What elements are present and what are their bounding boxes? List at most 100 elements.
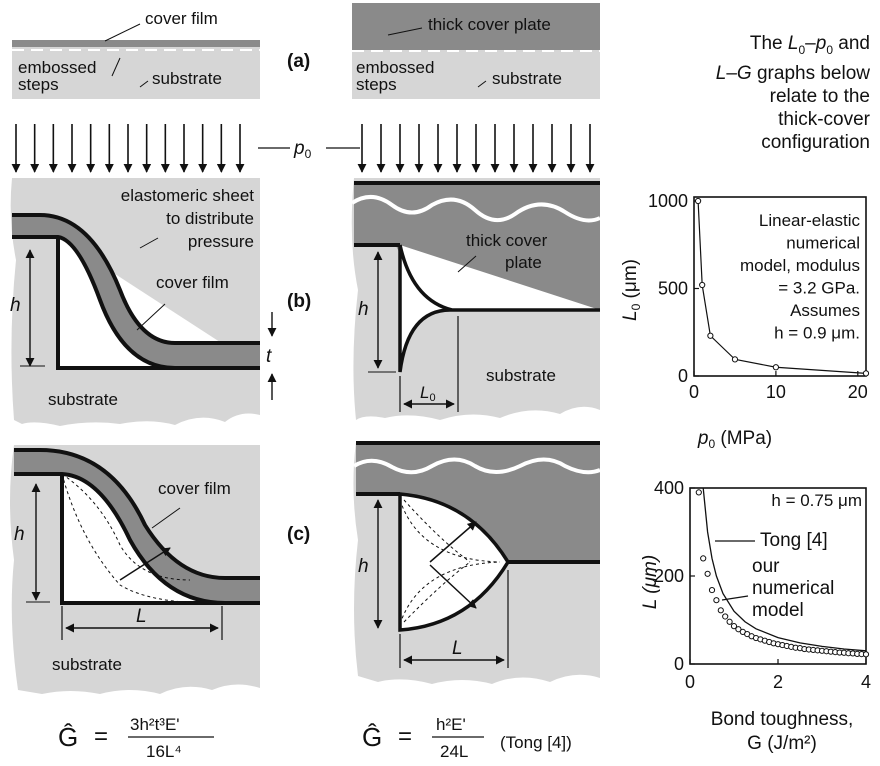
label-elastomeric-l1: elastomeric sheet [121, 186, 255, 205]
chart1-xtick-label: 20 [848, 382, 868, 402]
chart1-annotation-line: Assumes [790, 301, 860, 320]
elastomer-interface-c [352, 457, 601, 475]
chart2-xlabel-l2: G (J/m²) [747, 733, 817, 754]
panel-a: cover film embossed steps substrate (a) … [12, 3, 600, 99]
chart2-point [700, 555, 707, 562]
chart1-annotation-line: numerical [786, 234, 860, 253]
chart1-xtick-label: 0 [689, 382, 699, 402]
chart2-xlabel-l1: Bond toughness, [711, 709, 854, 730]
label-t: t [266, 346, 272, 367]
chart2-point [717, 607, 724, 614]
label-thick-cover-l1: thick cover [466, 231, 548, 250]
chart1-ytick-label: 1000 [648, 191, 688, 211]
label-substrate-a-right: substrate [492, 69, 562, 88]
chart1-annotation: Linear-elastic numerical model, modulus = 3… [740, 211, 861, 343]
arrow-c-right-down [429, 564, 477, 609]
chart1-ylabel: L0 (μm) [620, 259, 643, 321]
substrate-a-left [12, 47, 260, 99]
chart1-axes [693, 196, 867, 377]
panel-label-a: (a) [287, 51, 310, 72]
chart1-ticks: 0 10 20 0 500 1000 [648, 191, 868, 402]
chart1-xlabel: p0 (MPa) [697, 428, 772, 451]
config-note-line5: configuration [761, 131, 870, 153]
config-note-line1: The L0–p0 and [749, 33, 870, 57]
formula-left-eq: = [94, 723, 108, 750]
substrate-a-right [352, 50, 600, 99]
label-L-c-left: L [136, 606, 147, 627]
chart2-series-tong [702, 488, 866, 652]
void-c-right [398, 492, 511, 632]
chart1-xtick-label: 10 [766, 382, 786, 402]
label-substrate-b-left: substrate [48, 390, 118, 409]
elastomer-interface-b [350, 195, 601, 223]
cover-film-c-left [14, 450, 260, 603]
chart2-point [726, 618, 733, 625]
label-steps-a-right: steps [356, 75, 397, 94]
label-h-b-right: h [358, 299, 369, 320]
chart1-annotation-line: h = 0.9 μm. [774, 324, 860, 343]
chart2-point [735, 626, 742, 633]
label-substrate-b-right: substrate [486, 366, 556, 385]
chart1-point [731, 356, 739, 363]
elastomeric-sheet-b [12, 178, 260, 345]
label-embossed-a-right: embossed [356, 58, 434, 77]
chart2-ticks: 0 2 4 0 200 400 [654, 478, 871, 692]
chart2-point [704, 570, 711, 577]
chart2-legend-model-l2: numerical [752, 578, 834, 599]
label-h-c-left: h [14, 524, 25, 545]
chart2-legend-tong: Tong [4] [760, 530, 828, 551]
formula-right-num: h²E' [436, 715, 466, 734]
pressure-arrows-left [11, 124, 245, 173]
label-substrate-c-left: substrate [52, 655, 122, 674]
label-elastomeric-l3: pressure [188, 232, 254, 251]
arrow-c-left [119, 547, 171, 581]
void-b-right [398, 244, 600, 373]
chart2-point [722, 613, 729, 620]
chart1-ytick-label: 500 [658, 279, 688, 299]
chart2-legend-model-l1: our [752, 556, 780, 577]
panel-c-right: h L [352, 441, 601, 684]
formula-left: Ĝ = 3h²t³E' 16L⁴ [58, 715, 214, 761]
chart1-point [694, 197, 702, 205]
label-pressure: p0 [293, 138, 312, 161]
pressure-arrows-right [357, 124, 595, 173]
chart2-ytick-label: 200 [654, 566, 684, 586]
chart2-point [862, 651, 870, 658]
chart2-series [695, 488, 870, 658]
chart2-xtick-label: 2 [773, 672, 783, 692]
config-note-line4: thick-cover [778, 108, 870, 130]
label-embossed-a-left: embossed [18, 58, 96, 77]
chart-L0-vs-p0: 0 10 20 0 500 1000 Linear-elastic numerical mod… [620, 191, 870, 451]
label-thick-cover-plate-a: thick cover plate [428, 15, 551, 34]
chart2-legend-model-l3: model [752, 600, 804, 621]
chart2-point [713, 597, 720, 604]
chart2-xtick-label: 4 [861, 672, 871, 692]
chart2-xtick-label: 0 [685, 672, 695, 692]
label-h-b-left: h [10, 295, 21, 316]
formula-left-lhs: Ĝ [58, 722, 78, 752]
chart1-point [772, 364, 780, 371]
chart-L-vs-G: 0 2 4 0 200 400 h = 0.75 μm Tong [4] our nume… [640, 478, 871, 754]
config-note-line2: L–G graphs below [715, 62, 870, 84]
label-cover-film-b: cover film [156, 273, 229, 292]
chart1-point [707, 332, 714, 339]
label-cover-film-a: cover film [145, 9, 218, 28]
formula-right: Ĝ = h²E' 24L (Tong [4]) [362, 715, 572, 761]
formula-right-eq: = [398, 723, 412, 750]
chart1-series-line [697, 200, 867, 374]
chart1-frame [693, 196, 867, 377]
config-note: The L0–p0 and L–G graphs below relate to… [660, 32, 870, 154]
formula-right-lhs: Ĝ [362, 722, 382, 752]
pressure-arrows: p0 [11, 124, 595, 173]
panel-label-b: (b) [287, 291, 311, 312]
arrow-c-right-up [429, 521, 477, 563]
formula-left-den: 16L⁴ [146, 742, 182, 761]
label-thick-cover-l2: plate [505, 253, 542, 272]
label-elastomeric-l2: to distribute [166, 209, 254, 228]
label-h-c-right: h [358, 556, 369, 577]
chart1-point [862, 370, 870, 377]
panel-c-left: h cover film L substrate [10, 445, 260, 694]
panel-label-c: (c) [287, 524, 310, 545]
chart2-annotation: h = 0.75 μm [771, 491, 862, 510]
